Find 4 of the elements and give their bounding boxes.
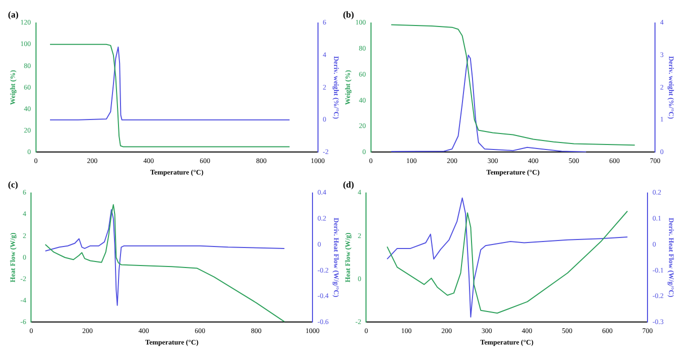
chart-title: (d) — [343, 180, 354, 190]
chart-title: (c) — [8, 180, 18, 190]
chart-title: (a) — [8, 10, 18, 20]
chart-title: (b) — [343, 10, 354, 20]
